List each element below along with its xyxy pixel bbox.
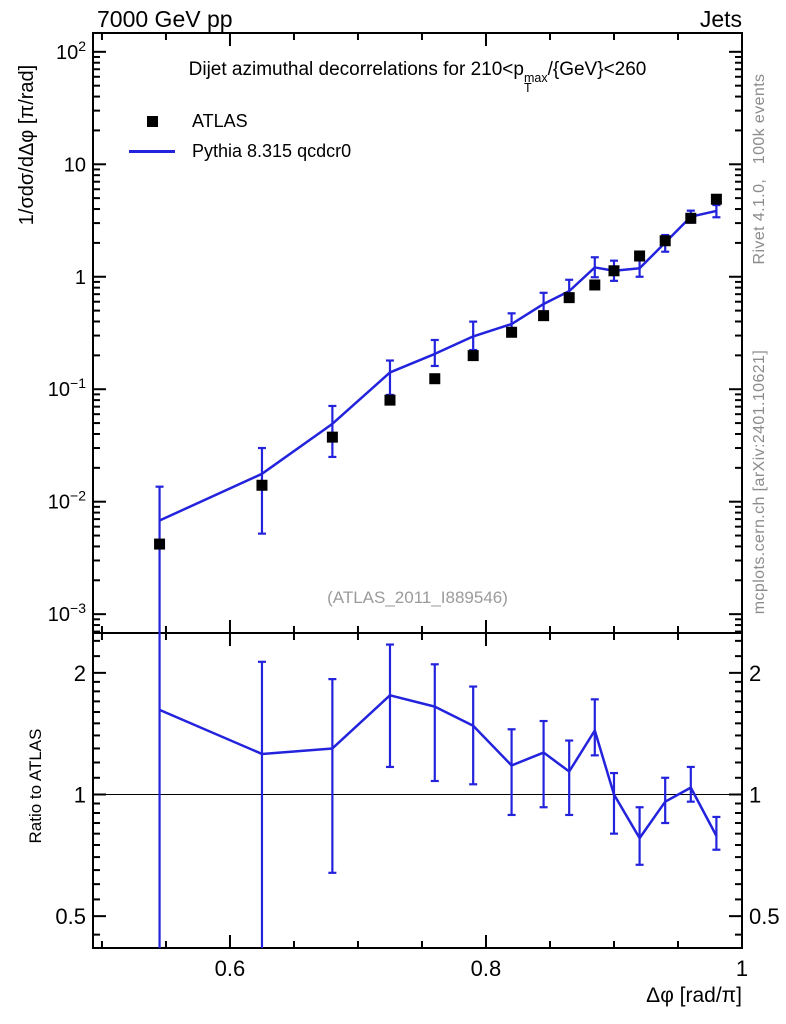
pythia-line-marker-icon: [129, 149, 175, 153]
svg-text:10: 10: [64, 154, 86, 176]
svg-text:0.5: 0.5: [749, 904, 780, 929]
y-axis-title-main: 1/σdσ/dΔφ [π/rad]: [16, 64, 38, 226]
svg-text:2: 2: [749, 661, 761, 686]
header-process-label: Jets: [699, 6, 742, 32]
plot-title-post: /{GeV}<260: [547, 59, 647, 80]
axis-ticks: [93, 33, 743, 948]
atlas-data-point: [659, 235, 671, 247]
atlas-data-point: [467, 350, 479, 362]
panel-frames: [92, 32, 743, 949]
svg-text:10−2: 10−2: [48, 488, 86, 514]
svg-text:1: 1: [75, 267, 86, 289]
svg-text:2: 2: [74, 661, 86, 686]
atlas-data-point: [563, 292, 575, 304]
svg-text:0.5: 0.5: [55, 904, 86, 929]
ratio-errorbars: [158, 633, 721, 948]
atlas-data-point: [256, 479, 268, 491]
pythia-curve: [159, 209, 717, 522]
atlas-data-point: [384, 394, 396, 406]
x-axis-title: Δφ [rad/π]: [646, 984, 742, 1007]
svg-text:0.6: 0.6: [215, 956, 246, 981]
svg-text:1: 1: [749, 783, 761, 808]
side-note-rivet: Rivet 4.1.0, 100k events: [751, 73, 768, 265]
svg-text:10−1: 10−1: [48, 375, 86, 401]
svg-text:1: 1: [74, 783, 86, 808]
svg-text:0.8: 0.8: [471, 956, 502, 981]
atlas-data-point: [154, 538, 166, 550]
ratio-curve: [159, 694, 718, 840]
side-note-mcplots: mcplots.cern.ch [arXiv:2401.10621]: [751, 349, 768, 615]
plot-title-sup: max: [523, 71, 548, 85]
plot-title: Dijet azimuthal decorrelations for 210<p…: [93, 59, 742, 95]
svg-text:102: 102: [56, 38, 86, 64]
atlas-data-point: [634, 250, 646, 262]
legend-label-atlas: ATLAS: [192, 110, 248, 131]
svg-text:10−3: 10−3: [48, 600, 86, 626]
atlas-data-point: [608, 265, 620, 277]
legend: ATLAS Pythia 8.315 qcdcr0: [120, 106, 351, 166]
atlas-data-point: [589, 279, 601, 291]
atlas-data-point: [326, 431, 338, 443]
plot-title-pre: Dijet azimuthal decorrelations for 210<p: [188, 59, 524, 80]
plot-title-sub: T: [523, 81, 532, 95]
atlas-data-point: [710, 193, 722, 205]
atlas-markers: [154, 193, 722, 550]
tick-labels: 102 10 1 10−1 10−2 10−3 2 2 1 1 0.5 0.5 0.6 0.8 1: [48, 38, 780, 981]
pt-max-stack: max T: [523, 71, 548, 95]
svg-text:1: 1: [736, 956, 748, 981]
legend-label-pythia: Pythia 8.315 qcdcr0: [192, 140, 352, 161]
header-beam-label: 7000 GeV pp: [97, 6, 233, 32]
analysis-watermark: (ATLAS_2011_I889546): [327, 588, 508, 607]
legend-item-pythia: Pythia 8.315 qcdcr0: [120, 136, 351, 166]
atlas-data-point: [538, 310, 550, 322]
legend-marker-cell: [120, 115, 184, 127]
atlas-square-marker-icon: [146, 115, 158, 127]
main-panel-data: [154, 193, 722, 633]
atlas-data-point: [506, 326, 518, 338]
atlas-data-point: [685, 212, 697, 224]
ratio-panel-data: [158, 633, 721, 948]
legend-marker-cell: [120, 149, 184, 153]
legend-item-atlas: ATLAS: [120, 106, 351, 136]
atlas-data-point: [429, 373, 441, 385]
y-axis-title-ratio: Ratio to ATLAS: [26, 728, 45, 844]
